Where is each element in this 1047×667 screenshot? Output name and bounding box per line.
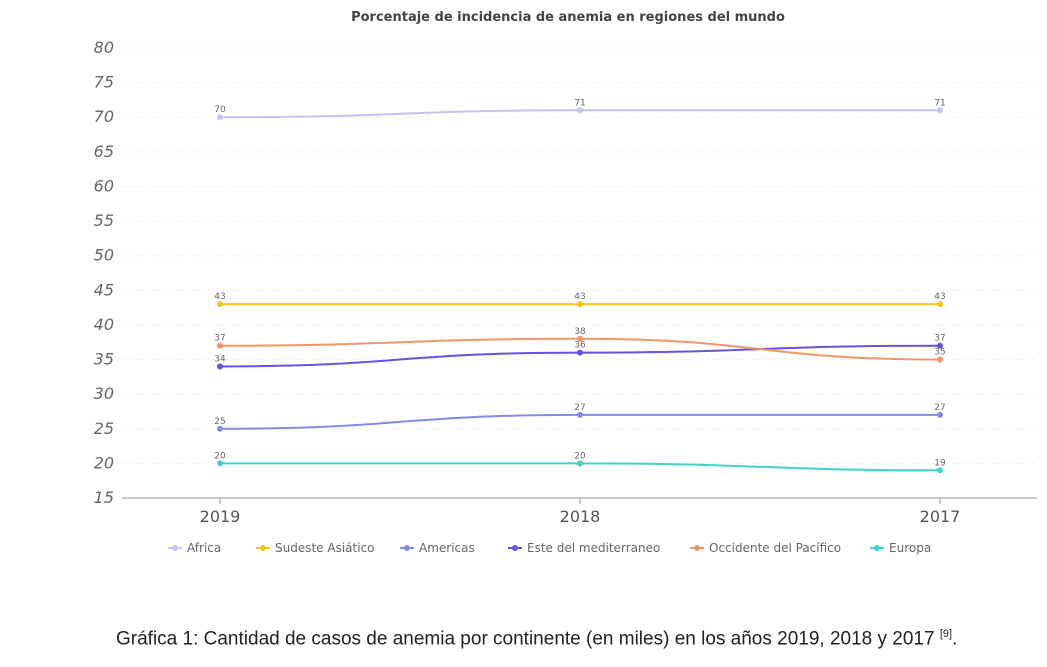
- legend-label: Sudeste Asiático: [275, 541, 375, 555]
- data-label: 43: [574, 292, 585, 302]
- data-labels: 70 71 71 43 43 43 25 27 27 34 36 37 37 38 35 20 20 19: [214, 98, 946, 468]
- data-point: [937, 301, 943, 308]
- legend-label: Occidente del Pacífico: [709, 541, 841, 555]
- y-tick-label: 25: [94, 419, 114, 438]
- data-point: [577, 107, 583, 114]
- y-tick-label: 30: [94, 384, 114, 403]
- line-chart: Porcentaje de incidencia de anemia en re…: [94, 10, 1037, 555]
- data-label: 20: [214, 451, 226, 461]
- y-tick-label: 75: [94, 73, 114, 92]
- y-tick-label: 80: [94, 38, 114, 57]
- y-tick-label: 20: [94, 453, 114, 472]
- data-label: 34: [214, 354, 226, 364]
- legend: Africa Sudeste Asiático Americas Este del m…: [168, 541, 931, 555]
- y-tick-label: 40: [94, 315, 114, 334]
- y-tick-label: 45: [94, 280, 114, 299]
- data-label: 37: [214, 334, 225, 344]
- legend-swatch-marker: [694, 545, 700, 551]
- data-label: 19: [934, 458, 946, 468]
- legend-label: Americas: [419, 541, 475, 555]
- y-tick-label: 15: [94, 488, 114, 507]
- legend-label: Africa: [187, 541, 221, 555]
- x-tick-label: 2019: [200, 507, 241, 526]
- data-label: 71: [934, 98, 945, 108]
- data-point: [217, 460, 223, 467]
- data-point: [577, 335, 583, 342]
- legend-swatch-marker: [512, 545, 518, 551]
- data-label: 43: [934, 292, 945, 302]
- data-label: 71: [574, 98, 585, 108]
- y-tick-label: 35: [94, 350, 114, 369]
- data-label: 20: [574, 451, 586, 461]
- y-tick-label: 50: [94, 246, 114, 265]
- data-point: [217, 342, 223, 349]
- legend-swatch-marker: [874, 545, 880, 551]
- legend-swatch-marker: [172, 545, 178, 551]
- data-point: [577, 460, 583, 467]
- data-point: [937, 342, 943, 349]
- x-tick-label: 2018: [560, 507, 601, 526]
- y-tick-label: 65: [94, 142, 114, 161]
- caption-text: Gráfica 1: Cantidad de casos de anemia p…: [116, 628, 935, 650]
- data-label: 27: [574, 403, 585, 413]
- legend-label: Europa: [889, 541, 931, 555]
- y-tick-label: 55: [94, 211, 114, 230]
- data-point: [577, 301, 583, 308]
- y-tick-label: 70: [94, 107, 114, 126]
- data-label: 43: [214, 292, 225, 302]
- data-label: 38: [574, 327, 586, 337]
- data-point: [217, 301, 223, 308]
- data-point: [937, 356, 943, 363]
- data-label: 36: [574, 341, 586, 351]
- legend-swatch-marker: [260, 545, 266, 551]
- data-point: [577, 349, 583, 356]
- legend-swatch-marker: [404, 545, 410, 551]
- data-point: [937, 107, 943, 114]
- caption-reference: [9]: [939, 628, 953, 640]
- data-label: 25: [214, 417, 225, 427]
- data-label: 27: [934, 403, 945, 413]
- data-label: 35: [934, 348, 945, 358]
- caption-end: .: [952, 628, 958, 650]
- series: [217, 107, 943, 474]
- data-point: [937, 411, 943, 418]
- legend-label: Este del mediterraneo: [527, 541, 660, 555]
- chart-title: Porcentaje de incidencia de anemia en re…: [351, 10, 785, 25]
- data-point: [217, 363, 223, 370]
- figure-caption: Gráfica 1: Cantidad de casos de anemia p…: [116, 628, 1036, 650]
- x-tick-label: 2017: [920, 507, 961, 526]
- y-tick-label: 60: [94, 176, 114, 195]
- data-point: [937, 467, 943, 474]
- data-label: 70: [214, 105, 226, 115]
- data-label: 37: [934, 334, 945, 344]
- data-point: [217, 114, 223, 121]
- data-point: [577, 411, 583, 418]
- data-point: [217, 425, 223, 432]
